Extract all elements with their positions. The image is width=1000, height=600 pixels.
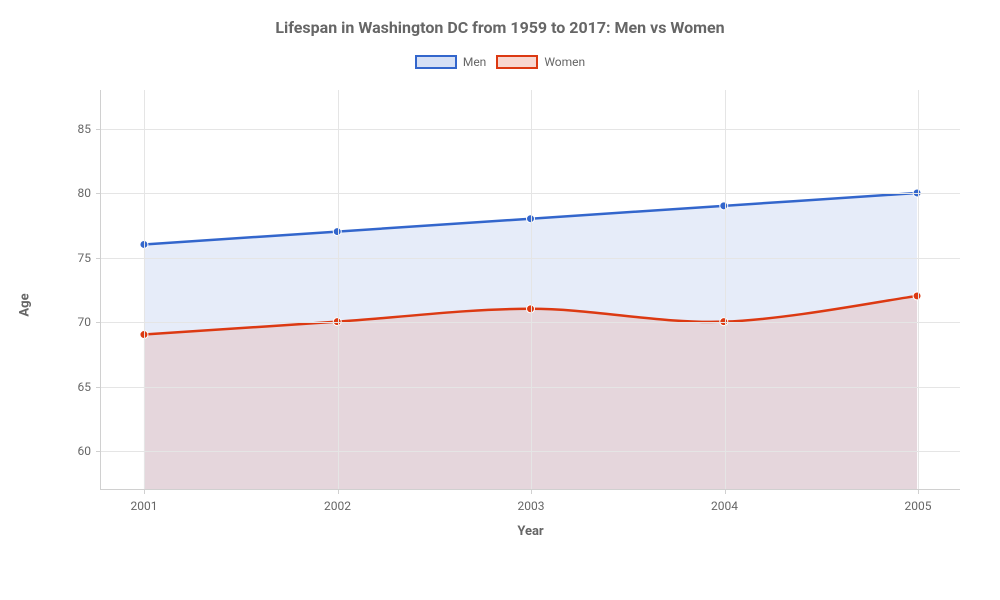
gridline-vertical — [144, 90, 145, 489]
legend-item-women[interactable]: Women — [496, 55, 585, 69]
x-axis-label: Year — [517, 524, 543, 539]
xtick-label: 2005 — [905, 489, 932, 513]
gridline-vertical — [918, 90, 919, 489]
xtick-label: 2003 — [518, 489, 545, 513]
ytick-label: 70 — [78, 315, 102, 329]
legend-swatch-men — [415, 55, 457, 69]
legend-label-men: Men — [463, 55, 486, 69]
gridline-vertical — [338, 90, 339, 489]
gridline-vertical — [725, 90, 726, 489]
legend: Men Women — [0, 55, 1000, 69]
ytick-label: 80 — [78, 186, 102, 200]
ytick-label: 85 — [78, 122, 102, 136]
legend-swatch-women — [496, 55, 538, 69]
plot-area: Year 60657075808520012002200320042005 — [100, 90, 960, 490]
gridline-vertical — [531, 90, 532, 489]
chart-container: Lifespan in Washington DC from 1959 to 2… — [0, 0, 1000, 600]
legend-item-men[interactable]: Men — [415, 55, 486, 69]
ytick-label: 65 — [78, 380, 102, 394]
y-axis-label: Age — [18, 293, 33, 316]
xtick-label: 2001 — [131, 489, 158, 513]
plot-wrap: Age Year 6065707580852001200220032004200… — [55, 90, 960, 520]
chart-title: Lifespan in Washington DC from 1959 to 2… — [0, 0, 1000, 37]
ytick-label: 60 — [78, 444, 102, 458]
xtick-label: 2002 — [324, 489, 351, 513]
ytick-label: 75 — [78, 251, 102, 265]
legend-label-women: Women — [544, 55, 585, 69]
xtick-label: 2004 — [711, 489, 738, 513]
